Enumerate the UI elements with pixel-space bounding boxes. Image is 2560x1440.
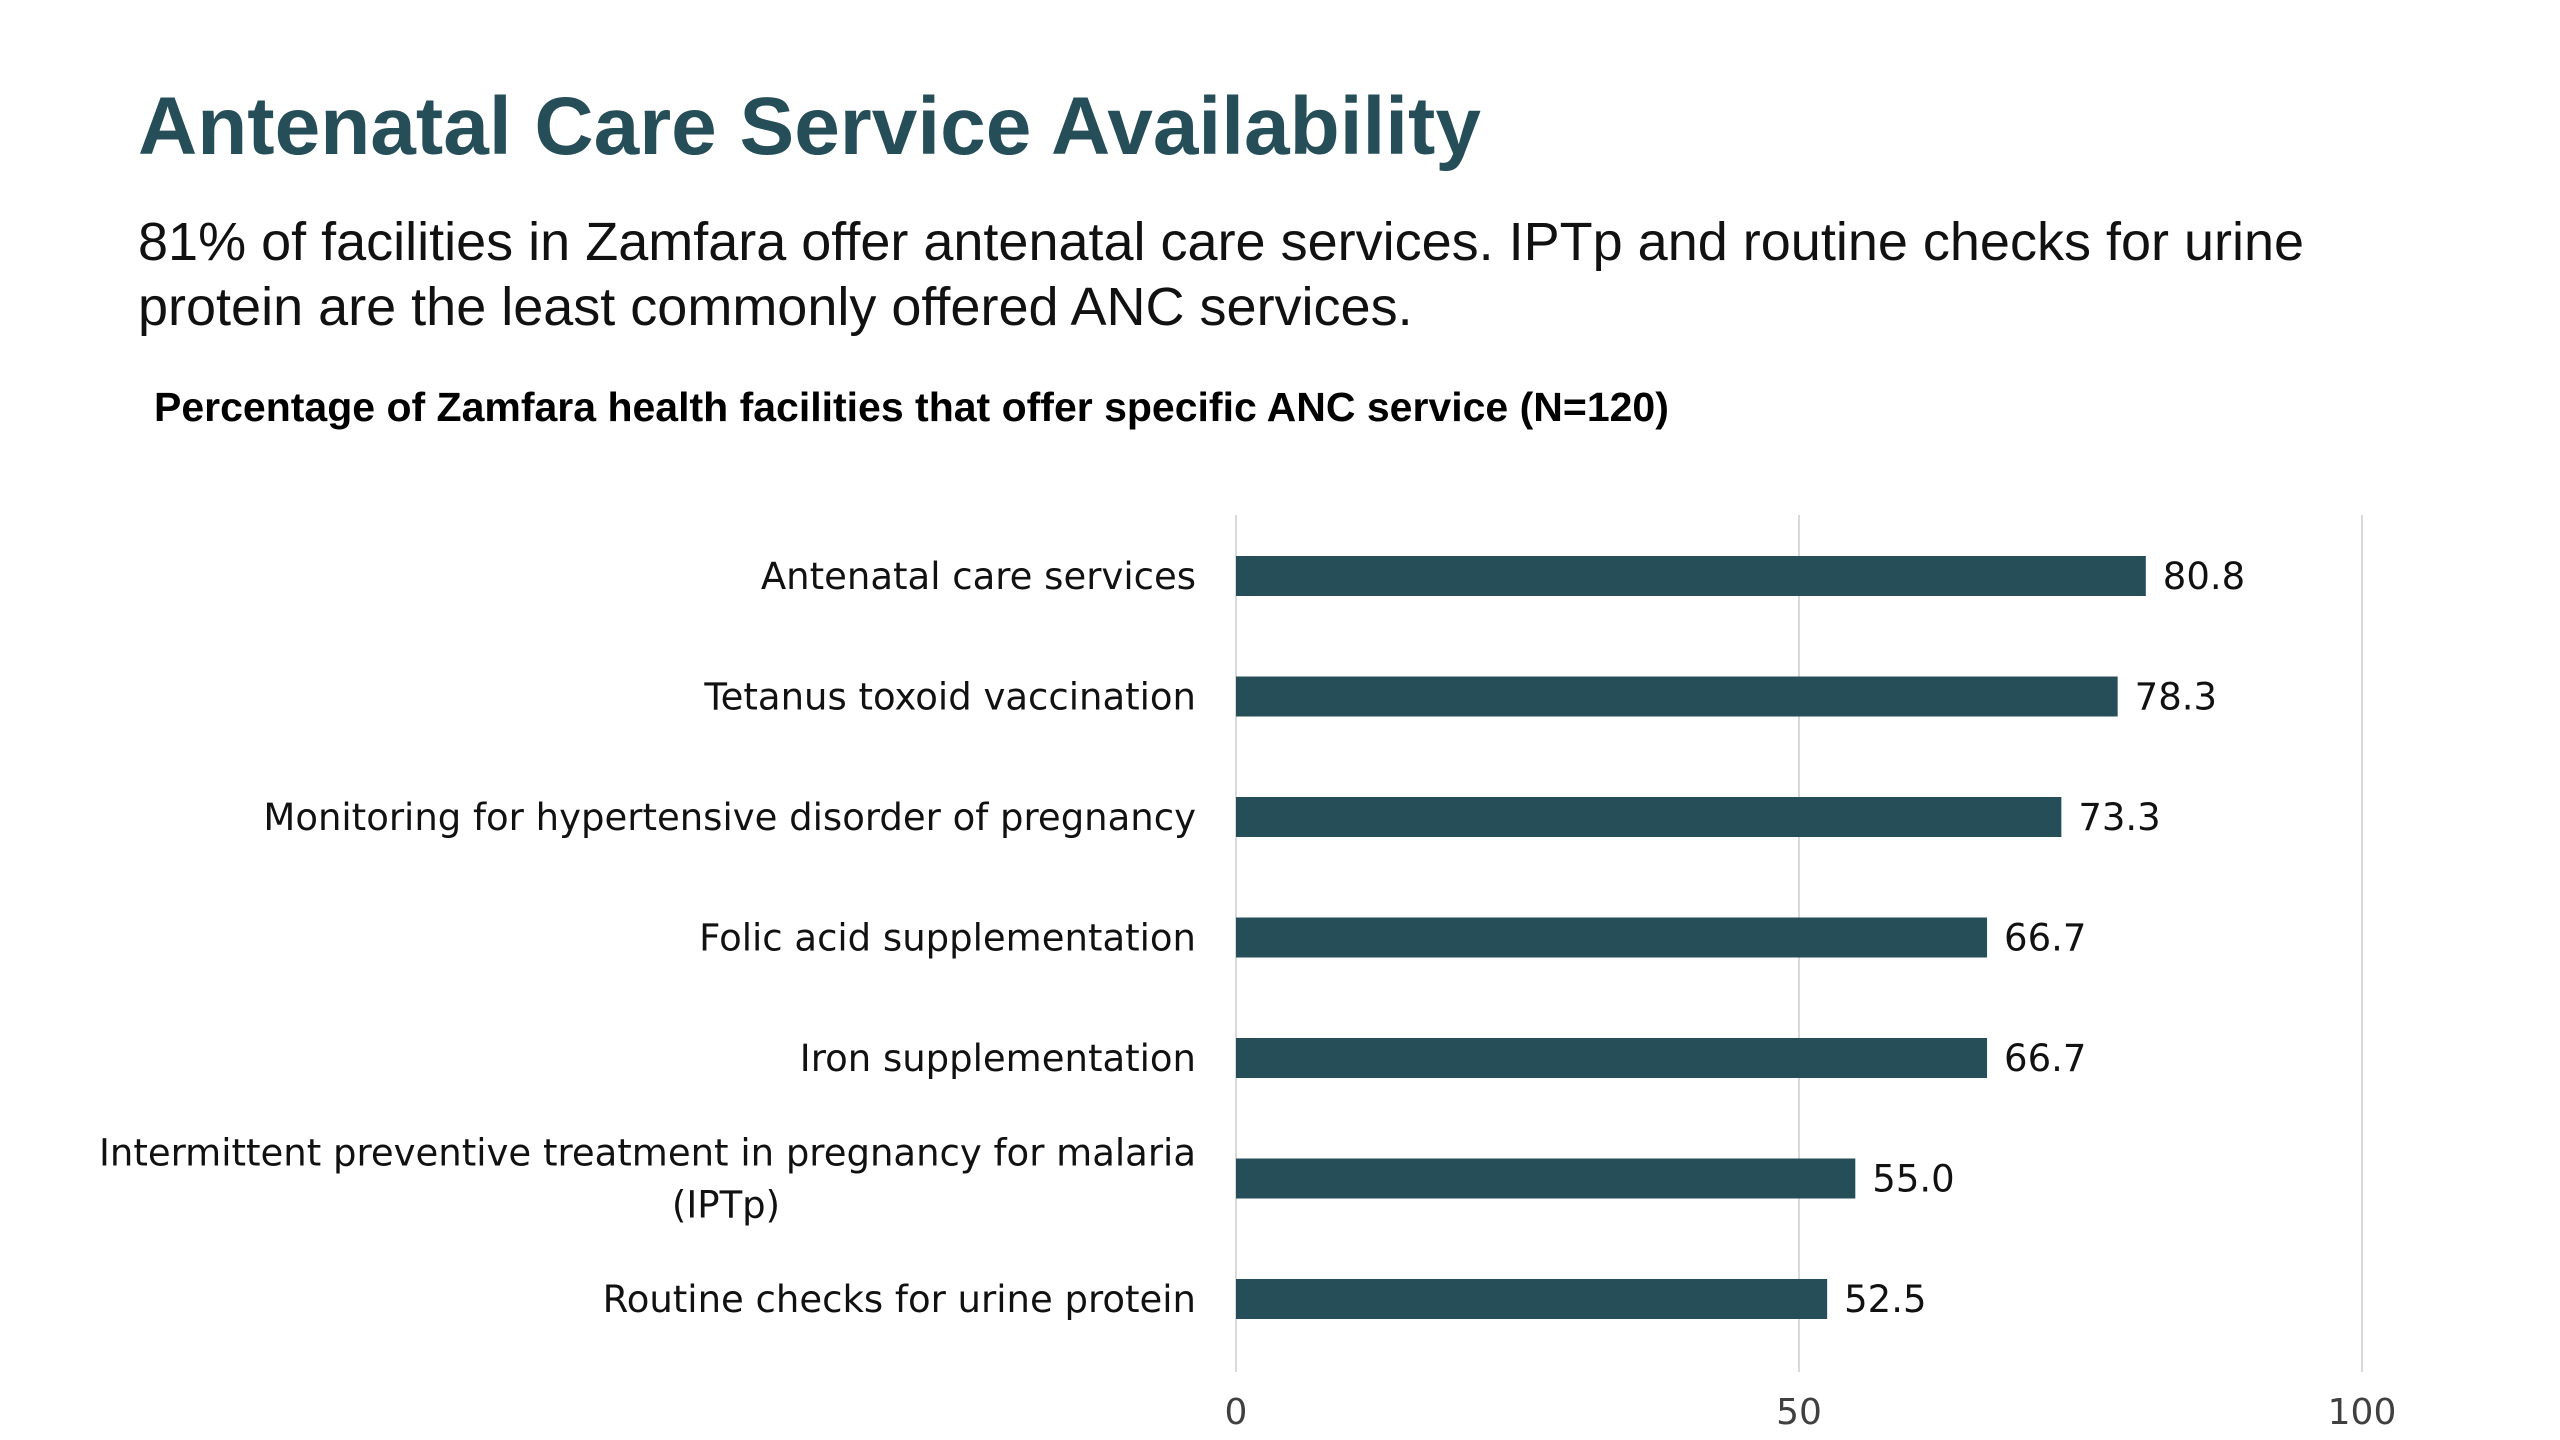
bar (1236, 1158, 1856, 1199)
slide-title: Antenatal Care Service Availability (138, 81, 1481, 172)
data-label: 52.5 (1844, 1278, 1926, 1321)
x-tick-label: 0 (1225, 1392, 1248, 1433)
category-label: Folic acid supplementation (699, 917, 1196, 960)
data-label: 80.8 (2163, 555, 2245, 598)
bar (1236, 676, 2118, 717)
bar (1236, 1038, 1988, 1078)
chart-title: Percentage of Zamfara health facilities … (154, 384, 1669, 430)
data-label: 66.7 (2004, 917, 2086, 960)
data-label: 73.3 (2078, 796, 2160, 839)
data-label: 55.0 (1872, 1158, 1954, 1201)
slide-subtitle: 81% of facilities in Zamfara offer anten… (138, 212, 2305, 337)
category-label: Antenatal care services (761, 555, 1196, 598)
bar (1236, 797, 2062, 837)
x-tick-label: 50 (1776, 1392, 1822, 1433)
bar (1236, 917, 1988, 958)
category-label: Intermittent preventive treatment in pre… (99, 1132, 1196, 1175)
data-label: 78.3 (2135, 676, 2217, 719)
category-label: Routine checks for urine protein (603, 1278, 1196, 1321)
bar (1236, 556, 2146, 596)
bars (1236, 556, 2146, 1319)
bar (1236, 1279, 1828, 1319)
category-label: Tetanus toxoid vaccination (703, 676, 1196, 719)
category-label: Monitoring for hypertensive disorder of … (263, 796, 1196, 839)
data-label: 66.7 (2004, 1037, 2086, 1080)
x-tick-label: 100 (2328, 1392, 2397, 1433)
category-label: Iron supplementation (800, 1037, 1196, 1080)
category-label: (IPTp) (672, 1184, 780, 1227)
labels: 0 50 100 80.8 Antenatal care services 78.3 Tet… (99, 555, 2396, 1433)
